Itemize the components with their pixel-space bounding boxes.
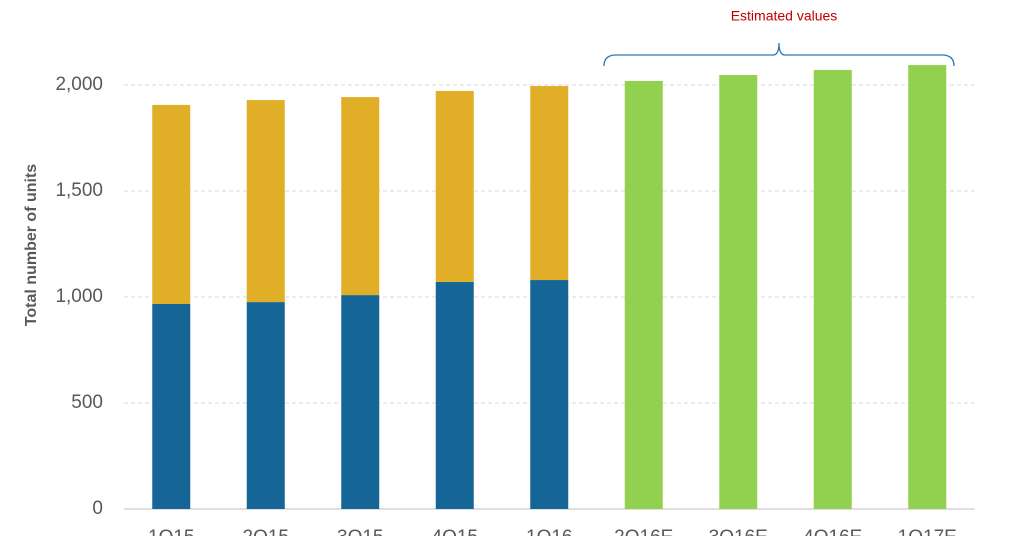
annotation-brace (603, 42, 955, 67)
annotation: Estimated values (731, 8, 838, 24)
bar-segment (341, 97, 380, 296)
y-tick-label: 500 (71, 392, 103, 413)
y-tick-label: 2,000 (55, 74, 103, 95)
x-tick-label: 1Q16 (526, 527, 572, 536)
bar-segment (435, 281, 474, 509)
x-tick-label: 3Q16E (709, 527, 768, 536)
y-axis-label: Total number of units (23, 164, 40, 326)
bar-segment (246, 100, 285, 303)
x-tick-label: 1Q17E (898, 527, 957, 536)
bar-segment (530, 280, 569, 509)
bar-segment (246, 302, 285, 509)
bar-segment (152, 303, 191, 509)
x-tick-label: 2Q16E (614, 527, 673, 536)
y-tick-label: 0 (92, 498, 103, 519)
bar-segment (341, 295, 380, 509)
x-tick-label: 4Q15 (432, 527, 478, 536)
x-tick-label: 3Q15 (337, 527, 383, 536)
y-tick-label: 1,500 (55, 180, 103, 201)
bar-segment (152, 104, 191, 304)
x-tick-label: 1Q15 (148, 527, 194, 536)
bar-segment (813, 69, 852, 509)
bar-segment (908, 65, 947, 510)
bar-segment (624, 80, 663, 510)
y-tick-label: 1,000 (55, 286, 103, 307)
bar-segment (530, 86, 569, 281)
bar-segment (435, 90, 474, 282)
x-tick-label: 4Q16E (803, 527, 862, 536)
x-tick-label: 2Q15 (243, 527, 289, 536)
bar-segment (719, 75, 758, 509)
